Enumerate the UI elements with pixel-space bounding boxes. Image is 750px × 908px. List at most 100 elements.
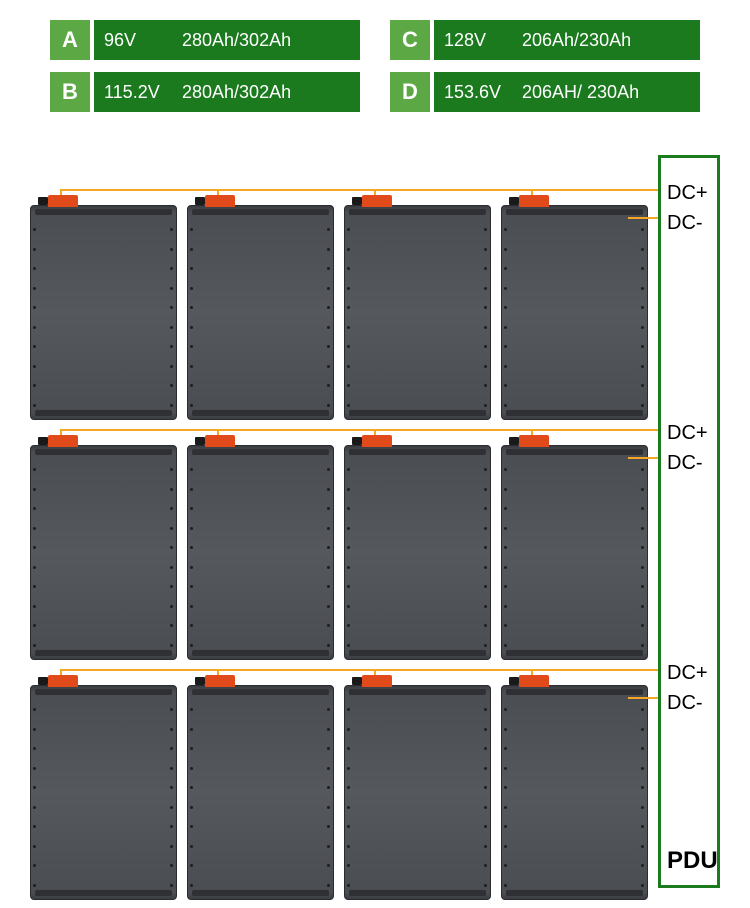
rivets xyxy=(190,700,194,895)
terminal-black xyxy=(38,677,48,685)
spec-body: 96V 280Ah/302Ah xyxy=(94,20,360,60)
spec-body: 128V 206Ah/230Ah xyxy=(434,20,700,60)
battery xyxy=(501,195,648,420)
rivets xyxy=(327,700,331,895)
rivets xyxy=(190,460,194,655)
spec-box-b: B 115.2V 280Ah/302Ah xyxy=(50,72,360,112)
dc-plus-label: DC+ xyxy=(667,422,708,445)
battery-body xyxy=(187,205,334,420)
spec-voltage: 128V xyxy=(444,30,504,51)
battery-row xyxy=(30,195,658,420)
spec-voltage: 96V xyxy=(104,30,164,51)
spec-box-c: C 128V 206Ah/230Ah xyxy=(390,20,700,60)
battery-body xyxy=(30,205,177,420)
battery-body xyxy=(30,445,177,660)
wire-bus-minus xyxy=(628,217,658,219)
spec-capacity: 280Ah/302Ah xyxy=(182,82,291,103)
terminal-red xyxy=(48,435,78,447)
battery xyxy=(187,195,334,420)
battery xyxy=(344,195,491,420)
rivets xyxy=(484,700,488,895)
battery xyxy=(187,675,334,900)
battery-body xyxy=(187,445,334,660)
battery xyxy=(30,195,177,420)
dc-plus-label: DC+ xyxy=(667,662,708,685)
rivets xyxy=(327,220,331,415)
dc-minus-label: DC- xyxy=(667,452,703,475)
spec-letter: A xyxy=(50,20,90,60)
spec-letter: C xyxy=(390,20,430,60)
spec-box-d: D 153.6V 206AH/ 230Ah xyxy=(390,72,700,112)
rivets xyxy=(504,460,508,655)
battery xyxy=(344,675,491,900)
diagram: PDU DC+DC-DC+DC-DC+DC- xyxy=(30,155,720,888)
terminal-red xyxy=(362,675,392,687)
battery-body xyxy=(501,445,648,660)
terminal-black xyxy=(509,437,519,445)
battery-body xyxy=(344,685,491,900)
spec-box-a: A 96V 280Ah/302Ah xyxy=(50,20,360,60)
spec-grid: A 96V 280Ah/302Ah C 128V 206Ah/230Ah B 1… xyxy=(50,20,700,112)
spec-body: 153.6V 206AH/ 230Ah xyxy=(434,72,700,112)
battery-row xyxy=(30,435,658,660)
terminal-red xyxy=(48,675,78,687)
terminal-black xyxy=(195,437,205,445)
terminal-red xyxy=(519,195,549,207)
terminal-red xyxy=(519,435,549,447)
rivets xyxy=(170,700,174,895)
rivets xyxy=(347,220,351,415)
spec-capacity: 280Ah/302Ah xyxy=(182,30,291,51)
terminal-red xyxy=(362,435,392,447)
rivets xyxy=(170,220,174,415)
wire-bus xyxy=(60,189,658,191)
rivets xyxy=(170,460,174,655)
spec-voltage: 115.2V xyxy=(104,82,164,103)
rivets xyxy=(347,460,351,655)
rivets xyxy=(641,700,645,895)
rivets xyxy=(641,460,645,655)
rivets xyxy=(504,220,508,415)
terminal-black xyxy=(38,197,48,205)
battery-body xyxy=(501,685,648,900)
battery-body xyxy=(344,205,491,420)
terminal-red xyxy=(48,195,78,207)
spec-letter: D xyxy=(390,72,430,112)
rows-area xyxy=(30,175,658,888)
terminal-black xyxy=(509,197,519,205)
terminal-red xyxy=(519,675,549,687)
rivets xyxy=(327,460,331,655)
pdu-title: PDU xyxy=(667,847,718,875)
spec-capacity: 206AH/ 230Ah xyxy=(522,82,639,103)
battery xyxy=(30,675,177,900)
battery-body xyxy=(30,685,177,900)
terminal-black xyxy=(352,437,362,445)
rivets xyxy=(484,460,488,655)
battery-body xyxy=(187,685,334,900)
rivets xyxy=(33,220,37,415)
pdu-box: PDU DC+DC-DC+DC-DC+DC- xyxy=(658,155,720,888)
spec-body: 115.2V 280Ah/302Ah xyxy=(94,72,360,112)
rivets xyxy=(33,700,37,895)
battery xyxy=(30,435,177,660)
spec-letter: B xyxy=(50,72,90,112)
wire-bus xyxy=(60,669,658,671)
terminal-black xyxy=(38,437,48,445)
rivets xyxy=(33,460,37,655)
wire-bus-minus xyxy=(628,457,658,459)
battery xyxy=(501,435,648,660)
wire-bus-minus xyxy=(628,697,658,699)
battery xyxy=(501,675,648,900)
battery-body xyxy=(501,205,648,420)
rivets xyxy=(641,220,645,415)
terminal-black xyxy=(352,197,362,205)
terminal-red xyxy=(205,195,235,207)
battery-row xyxy=(30,675,658,900)
terminal-red xyxy=(362,195,392,207)
dc-minus-label: DC- xyxy=(667,692,703,715)
rivets xyxy=(484,220,488,415)
rivets xyxy=(504,700,508,895)
battery xyxy=(187,435,334,660)
terminal-red xyxy=(205,435,235,447)
battery-body xyxy=(344,445,491,660)
battery xyxy=(344,435,491,660)
